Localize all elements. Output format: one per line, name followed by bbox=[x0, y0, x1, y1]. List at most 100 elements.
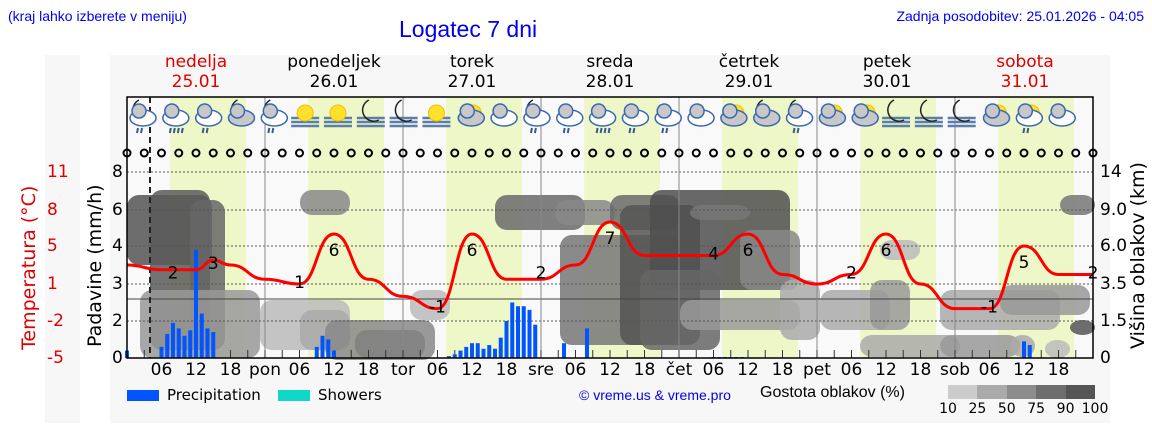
wind-calm-icon bbox=[191, 148, 201, 158]
precipitation-axis-title: Padavine (mm/h) bbox=[84, 184, 106, 347]
wind-calm-icon bbox=[364, 148, 373, 158]
precipitation-bar bbox=[171, 322, 175, 358]
sun-cloud-icon bbox=[982, 103, 1011, 127]
plot-border bbox=[126, 96, 1094, 359]
x-tick-label: 18 bbox=[909, 360, 932, 380]
x-tick-label: 06 bbox=[150, 360, 173, 380]
cloud-height-tick: 0 bbox=[1100, 348, 1111, 368]
colorbar-cell bbox=[977, 385, 1007, 399]
cloud-blob bbox=[555, 200, 615, 225]
wind-calm-icon bbox=[329, 148, 339, 158]
precipitation-bar bbox=[182, 335, 187, 358]
night-fog-icon bbox=[389, 99, 418, 128]
precipitation-bar bbox=[585, 328, 589, 358]
x-tick-label: 06 bbox=[840, 360, 863, 380]
wind-calm-icon bbox=[881, 148, 891, 158]
temperature-value-label: 7 bbox=[605, 229, 616, 249]
x-tick-label: 06 bbox=[288, 360, 311, 380]
sun-cloud-light-rain-icon bbox=[1015, 103, 1044, 134]
wind-calm-icon bbox=[950, 148, 960, 158]
x-tick-label: 12 bbox=[461, 360, 483, 380]
precipitation-bar bbox=[1022, 341, 1026, 358]
night-cloud-icon bbox=[752, 99, 781, 127]
copyright-link[interactable]: © vreme.us & vreme.pro bbox=[579, 387, 731, 403]
region-hint: (kraj lahko izberete v meniju) bbox=[8, 8, 187, 24]
day-header: petek 30.01 bbox=[862, 52, 912, 92]
colorbar-tick: 90 bbox=[1056, 401, 1075, 417]
precipitation-bar bbox=[464, 346, 469, 358]
wind-calm-icon bbox=[847, 148, 856, 158]
wind-markers bbox=[122, 148, 1098, 158]
x-tick-label: tor bbox=[390, 360, 416, 380]
wind-calm-icon bbox=[778, 148, 787, 158]
cloud-rain-light-icon bbox=[621, 103, 650, 134]
cloud-height-tick: 14 bbox=[1100, 162, 1122, 182]
wind-calm-icon bbox=[640, 148, 649, 158]
colorbar-tick: 10 bbox=[939, 401, 957, 417]
wind-calm-icon bbox=[157, 148, 166, 158]
day-headers: nedelja 25.01 ponedeljek 26.01 torek 27.01 … bbox=[127, 52, 1093, 94]
precipitation-tick: 3 bbox=[112, 274, 123, 294]
cloud-icon bbox=[1048, 103, 1076, 127]
wind-calm-icon bbox=[691, 148, 701, 158]
x-tick-label: 18 bbox=[1047, 360, 1070, 380]
precipitation-bar bbox=[176, 328, 181, 358]
day-header: četrtek 29.01 bbox=[718, 52, 780, 92]
cloud-blob bbox=[1070, 320, 1095, 335]
sun-cloud-icon bbox=[818, 103, 847, 127]
precipitation-bar bbox=[194, 249, 198, 358]
cloud-density-label: Gostota oblakov (%) bbox=[760, 384, 905, 401]
precipitation-tick: 4 bbox=[112, 236, 123, 256]
precipitation-bar bbox=[458, 350, 463, 358]
temperature-curve bbox=[126, 220, 1093, 311]
cloud-rain-light-icon bbox=[194, 103, 223, 134]
cloud-blob bbox=[870, 280, 910, 330]
wind-calm-icon bbox=[502, 148, 511, 158]
temperature-tick: -5 bbox=[47, 348, 64, 368]
night-fog-icon bbox=[882, 99, 911, 128]
temperature-tick: 5 bbox=[47, 236, 58, 256]
x-tick-label: 12 bbox=[1013, 360, 1035, 380]
wind-calm-icon bbox=[415, 148, 425, 158]
wind-calm-icon bbox=[1019, 148, 1029, 158]
cloud-rain-heavy-icon bbox=[588, 103, 617, 134]
wind-calm-icon bbox=[433, 148, 442, 158]
x-tick-label: 06 bbox=[426, 360, 449, 380]
showers-legend-label: Showers bbox=[318, 386, 382, 404]
night-cloud-light-rain-icon bbox=[129, 99, 157, 134]
precipitation-bar bbox=[211, 332, 216, 358]
day-header: sreda 28.01 bbox=[585, 52, 635, 92]
wind-calm-icon bbox=[571, 148, 580, 158]
wind-calm-icon bbox=[519, 148, 529, 158]
page-title: Logatec 7 dni bbox=[399, 16, 538, 42]
colorbar-cell bbox=[1065, 385, 1095, 399]
x-tick-label: 18 bbox=[495, 360, 518, 380]
x-tick-label: pet bbox=[803, 360, 831, 380]
cloud-height-tick: 1.5 bbox=[1100, 311, 1128, 331]
x-tick-label: 18 bbox=[771, 360, 794, 380]
wind-calm-icon bbox=[381, 148, 391, 158]
x-tick-label: 18 bbox=[357, 360, 380, 380]
precipitation-bar bbox=[332, 350, 336, 358]
wind-calm-icon bbox=[760, 148, 770, 158]
precipitation-tick: 2 bbox=[112, 311, 123, 331]
precipitation-bar bbox=[470, 343, 474, 358]
night-cloud-light-rain-icon bbox=[785, 99, 814, 134]
cloud-height-tick: 3.5 bbox=[1100, 274, 1128, 294]
wind-calm-icon bbox=[1054, 148, 1063, 158]
precipitation-tick: 8 bbox=[112, 162, 123, 182]
precipitation-bar bbox=[199, 313, 204, 358]
wind-calm-icon bbox=[277, 148, 287, 158]
wind-calm-icon bbox=[484, 148, 494, 158]
wind-calm-icon bbox=[243, 148, 253, 158]
sun-cloud-icon bbox=[851, 103, 879, 127]
wind-calm-icon bbox=[709, 148, 718, 158]
precipitation-bar bbox=[527, 309, 532, 358]
temperature-value-label: 5 bbox=[1019, 253, 1030, 273]
wind-calm-icon bbox=[622, 148, 632, 158]
wind-calm-icon bbox=[312, 148, 322, 158]
wind-calm-icon bbox=[346, 148, 356, 158]
precipitation-bar bbox=[205, 328, 210, 358]
